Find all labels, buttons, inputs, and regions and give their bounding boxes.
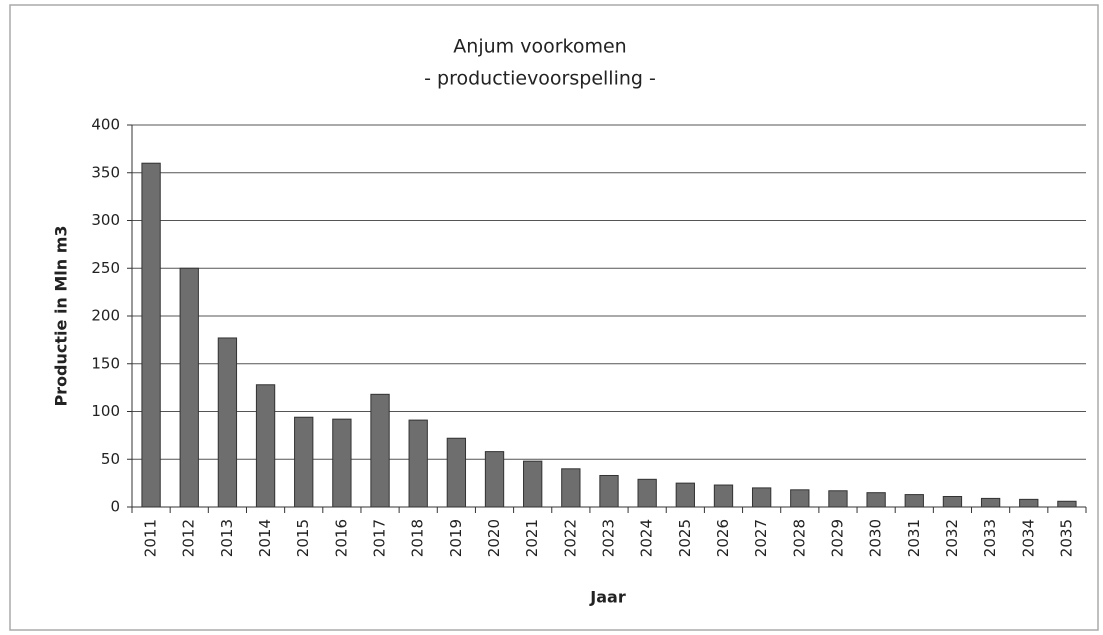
bar	[255, 384, 276, 508]
bar	[179, 267, 199, 508]
x-tick-label: 2020	[485, 519, 503, 557]
x-tick-label: 2014	[256, 519, 274, 557]
bar	[294, 416, 314, 508]
y-tick-label: 0	[110, 498, 120, 516]
bar	[790, 489, 810, 508]
x-tick-label: 2019	[447, 519, 465, 557]
x-tick-label: 2033	[981, 519, 999, 557]
bar	[561, 468, 581, 508]
y-axis-title: Productie in Mln m3	[52, 225, 71, 406]
bar	[370, 393, 390, 508]
x-tick-label: 2011	[142, 519, 160, 557]
bar	[1057, 500, 1077, 508]
chart-title: Anjum voorkomen	[453, 36, 626, 58]
x-tick-label: 2035	[1057, 519, 1075, 557]
y-tick-label: 300	[91, 211, 120, 229]
x-tick-label: 2031	[905, 519, 923, 557]
bar	[332, 418, 352, 508]
y-tick-label: 200	[91, 307, 120, 325]
x-tick-label: 2017	[371, 519, 389, 557]
x-tick-label: 2034	[1019, 519, 1037, 557]
x-tick-label: 2015	[294, 519, 312, 557]
y-tick-label: 400	[91, 116, 120, 134]
bar	[637, 478, 657, 508]
y-tick-label: 250	[91, 259, 120, 277]
chart-subtitle: - productievoorspelling -	[424, 68, 656, 90]
x-tick-label: 2022	[561, 519, 579, 557]
chart-frame	[9, 4, 1099, 631]
bar	[217, 337, 238, 508]
y-tick-label: 50	[101, 450, 120, 468]
bar	[599, 474, 619, 508]
x-tick-label: 2024	[638, 519, 656, 557]
bar	[141, 162, 161, 508]
x-tick-label: 2016	[332, 519, 350, 557]
x-tick-label: 2026	[714, 519, 732, 557]
y-tick-label: 350	[91, 163, 120, 181]
x-tick-label: 2028	[790, 519, 808, 557]
bar	[1019, 498, 1039, 508]
x-tick-label: 2029	[828, 519, 846, 557]
bar	[523, 460, 543, 508]
x-tick-label: 2023	[600, 519, 618, 557]
bar	[980, 497, 1001, 508]
bar	[713, 484, 734, 508]
x-tick-label: 2025	[676, 519, 694, 557]
bar	[942, 495, 963, 508]
y-tick-label: 150	[91, 354, 120, 372]
x-tick-label: 2027	[752, 519, 770, 557]
bar	[866, 492, 886, 508]
x-tick-label: 2012	[180, 519, 198, 557]
x-tick-label: 2018	[409, 519, 427, 557]
x-tick-label: 2030	[867, 519, 885, 557]
bar	[828, 490, 848, 508]
y-tick-label: 100	[91, 402, 120, 420]
x-axis-title: Jaar	[589, 588, 626, 607]
bar	[904, 494, 924, 508]
bar	[751, 487, 772, 508]
bar	[675, 482, 695, 508]
x-tick-label: 2032	[943, 519, 961, 557]
x-tick-label: 2013	[218, 519, 236, 557]
bar	[446, 437, 467, 508]
x-tick-label: 2021	[523, 519, 541, 557]
bar	[408, 419, 428, 508]
bar	[484, 451, 505, 508]
